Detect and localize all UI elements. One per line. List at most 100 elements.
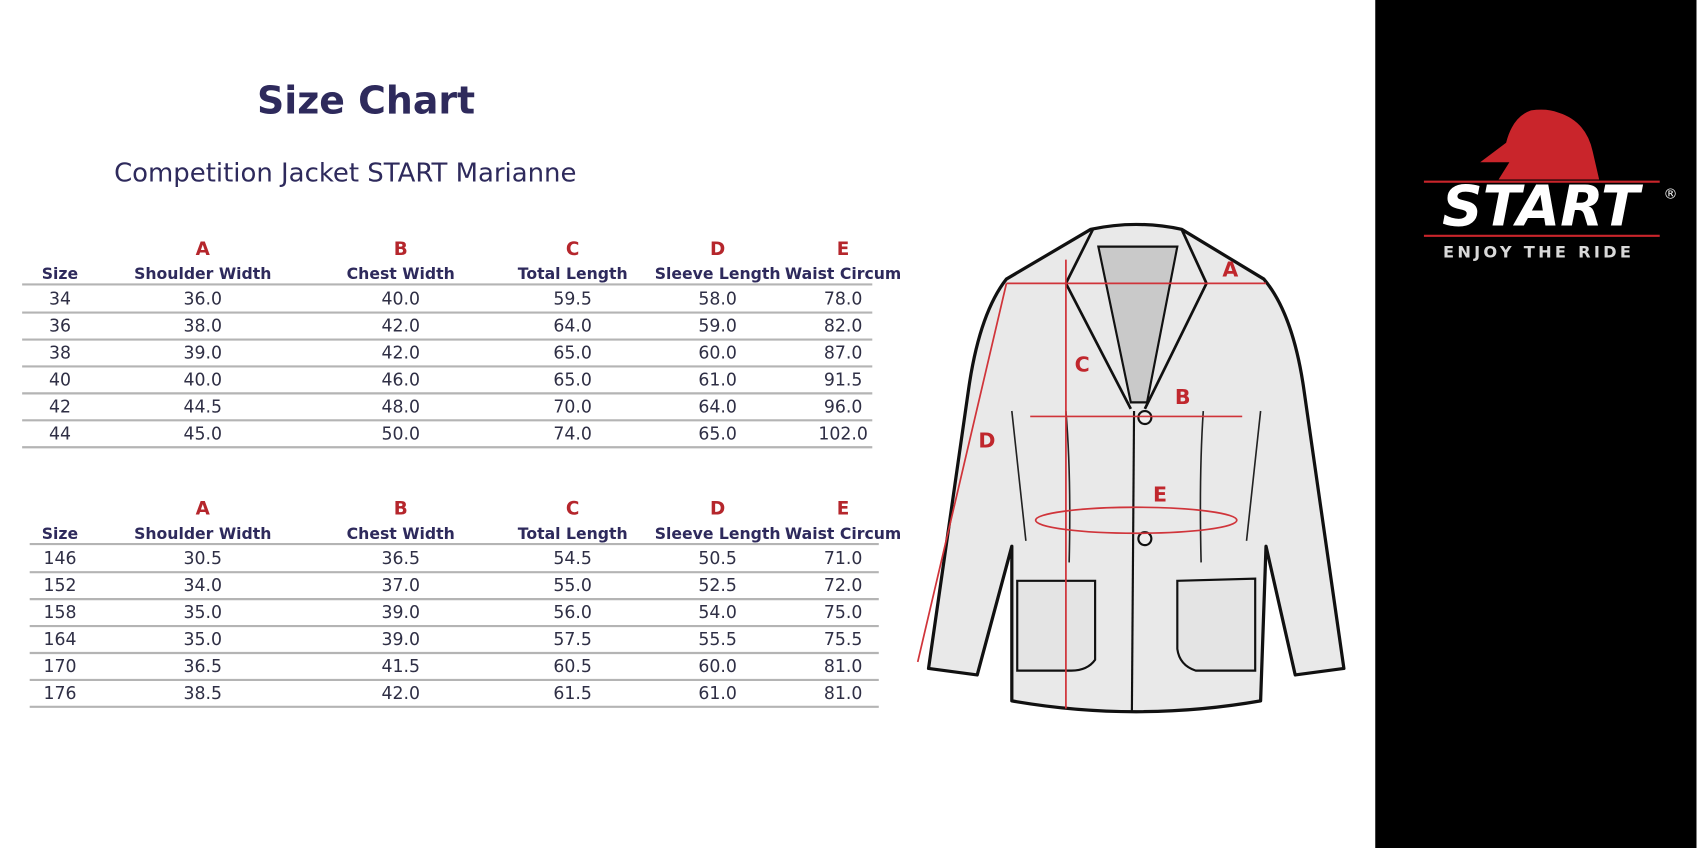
table-cell: 61.5 xyxy=(553,684,592,704)
table-cell: 36 xyxy=(49,317,71,337)
table-cell: 152 xyxy=(43,576,76,596)
table-cell: 39.0 xyxy=(381,630,420,650)
table-cell: 39.0 xyxy=(184,343,223,363)
table-cell: 37.0 xyxy=(381,576,420,596)
table-cell: 60.0 xyxy=(698,657,737,677)
table-cell: 42 xyxy=(49,397,71,417)
diagram-label: A xyxy=(1222,257,1238,281)
table-cell: 64.0 xyxy=(698,397,737,417)
table-cell: 50.5 xyxy=(698,549,737,569)
table-cell: 78.0 xyxy=(824,290,863,310)
table-cell: 38 xyxy=(49,343,71,363)
column-header: Sleeve Length xyxy=(655,264,781,283)
table-cell: 38.0 xyxy=(184,317,223,337)
table-cell: 30.5 xyxy=(184,549,223,569)
table-cell: 38.5 xyxy=(184,684,223,704)
column-header: Shoulder Width xyxy=(134,524,271,543)
subtitle: Competition Jacket START Marianne xyxy=(114,159,576,189)
table-cell: 40.0 xyxy=(184,370,223,390)
table-cell: 54.5 xyxy=(553,549,592,569)
diagram-label: D xyxy=(978,428,995,452)
column-letter: B xyxy=(394,239,408,260)
table-cell: 176 xyxy=(43,684,76,704)
size-table: A B C D E Size Shoulder Width Chest Width Total … xyxy=(29,498,901,708)
column-letter: B xyxy=(394,498,408,519)
column-header: Shoulder Width xyxy=(134,264,271,283)
table-cell: 65.0 xyxy=(698,424,737,444)
column-letter: D xyxy=(710,239,725,260)
table-cell: 42.0 xyxy=(381,684,420,704)
table-cell: 60.5 xyxy=(553,657,592,677)
jacket-illustration xyxy=(916,222,1346,714)
table-cell: 70.0 xyxy=(553,397,592,417)
column-letter: C xyxy=(566,239,580,260)
table-cell: 96.0 xyxy=(824,397,863,417)
column-header: Size xyxy=(42,524,78,543)
column-header: Sleeve Length xyxy=(655,524,781,543)
table-cell: 60.0 xyxy=(698,343,737,363)
title: Size Chart xyxy=(257,78,475,122)
table-cell: 58.0 xyxy=(698,290,737,310)
column-letter: E xyxy=(837,239,850,260)
table-cell: 64.0 xyxy=(553,317,592,337)
table-cell: 36.5 xyxy=(381,549,420,569)
table-cell: 34.0 xyxy=(184,576,223,596)
table-cell: 81.0 xyxy=(824,657,863,677)
tables: A B C D E Size Shoulder Width Chest Width Total … xyxy=(22,239,901,708)
diagram-labels: A B C D E xyxy=(978,257,1238,506)
column-header: Total Length xyxy=(518,524,628,543)
table-cell: 35.0 xyxy=(184,630,223,650)
table-cell: 35.0 xyxy=(184,603,223,623)
table-cell: 50.0 xyxy=(381,424,420,444)
table-cell: 61.0 xyxy=(698,370,737,390)
diagram-label: C xyxy=(1075,353,1090,377)
table-cell: 48.0 xyxy=(381,397,420,417)
column-header: Chest Width xyxy=(347,264,455,283)
table-cell: 40.0 xyxy=(381,290,420,310)
table-cell: 59.5 xyxy=(553,290,592,310)
table-cell: 102.0 xyxy=(818,424,868,444)
table-cell: 82.0 xyxy=(824,317,863,337)
column-letter: E xyxy=(837,498,850,519)
table-cell: 146 xyxy=(43,549,76,569)
table-cell: 36.5 xyxy=(184,657,223,677)
table-cell: 34 xyxy=(49,290,71,310)
table-cell: 55.5 xyxy=(698,630,737,650)
column-letter: A xyxy=(196,498,211,519)
diagram-label: B xyxy=(1175,385,1191,409)
brand-name: START xyxy=(1442,174,1644,239)
column-letter: A xyxy=(196,239,211,260)
column-letter: D xyxy=(710,498,725,519)
diagram-label: E xyxy=(1153,482,1167,506)
column-header: Chest Width xyxy=(347,524,455,543)
table-cell: 52.5 xyxy=(698,576,737,596)
column-header: Total Length xyxy=(518,264,628,283)
table-cell: 57.5 xyxy=(553,630,592,650)
table-cell: 158 xyxy=(43,603,76,623)
table-cell: 81.0 xyxy=(824,684,863,704)
column-letter: C xyxy=(566,498,580,519)
table-cell: 41.5 xyxy=(381,657,420,677)
table-cell: 72.0 xyxy=(824,576,863,596)
table-cell: 44 xyxy=(49,424,71,444)
table-cell: 164 xyxy=(43,630,76,650)
table-cell: 36.0 xyxy=(184,290,223,310)
table-cell: 42.0 xyxy=(381,343,420,363)
table-cell: 75.0 xyxy=(824,603,863,623)
table-cell: 75.5 xyxy=(824,630,863,650)
table-cell: 59.0 xyxy=(698,317,737,337)
column-header: Size xyxy=(42,264,78,283)
brand-logo xyxy=(1423,109,1660,237)
table-cell: 56.0 xyxy=(553,603,592,623)
column-header: Waist Circum xyxy=(785,524,901,543)
table-cell: 71.0 xyxy=(824,549,863,569)
column-header: Waist Circum xyxy=(785,264,901,283)
table-cell: 170 xyxy=(43,657,76,677)
table-cell: 46.0 xyxy=(381,370,420,390)
table-cell: 39.0 xyxy=(381,603,420,623)
brand-registered: ® xyxy=(1664,187,1678,203)
table-cell: 65.0 xyxy=(553,370,592,390)
table-cell: 61.0 xyxy=(698,684,737,704)
